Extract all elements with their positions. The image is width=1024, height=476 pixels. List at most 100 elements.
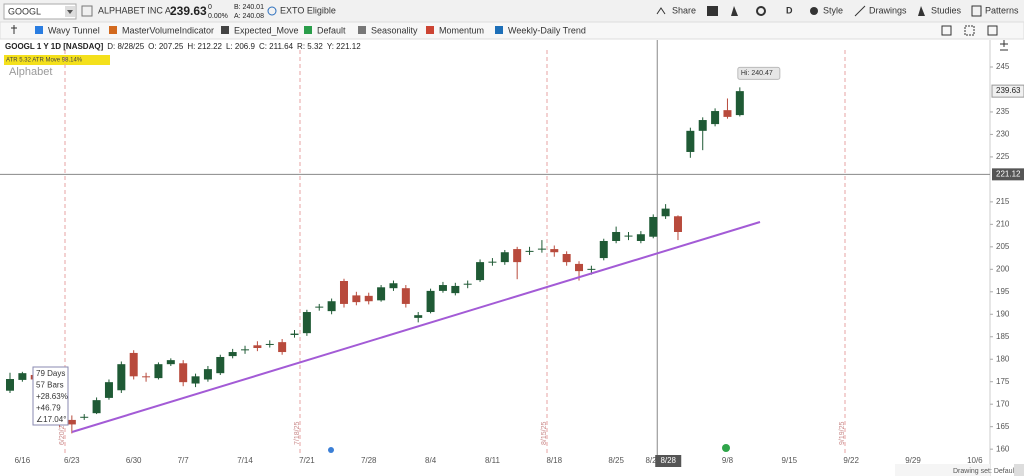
- study-button[interactable]: Momentum: [439, 25, 484, 35]
- measure-text: +46.79: [36, 404, 61, 413]
- link-icon[interactable]: [81, 5, 93, 17]
- candle-body: [599, 240, 608, 259]
- candle-body: [377, 287, 386, 301]
- candle-body: [80, 416, 89, 418]
- pin-icon[interactable]: [11, 25, 17, 34]
- company: ALPHABET INC A: [98, 5, 171, 15]
- last-price: 239.63: [170, 4, 207, 18]
- y-tick-label: 180: [996, 354, 1010, 363]
- y-tick-label: 175: [996, 377, 1010, 386]
- grid-button[interactable]: [964, 25, 975, 36]
- study-icon: [495, 26, 503, 34]
- y-tick-label: 190: [996, 309, 1010, 318]
- studies-bar: [0, 21, 1024, 40]
- candle-body: [414, 315, 423, 318]
- symbol[interactable]: GOOGL: [8, 6, 41, 16]
- crosshair-y-box: [992, 168, 1024, 181]
- x-tick-label: 10/6: [967, 456, 983, 465]
- style-button[interactable]: Style: [823, 5, 843, 15]
- candle-body: [723, 110, 732, 117]
- dropdown-arrow: [67, 10, 73, 14]
- candle-body: [228, 352, 237, 357]
- studies-icon: [918, 6, 925, 16]
- drawing-set: Drawing set: Defaul: [953, 468, 1015, 475]
- crosshair-x-box: [655, 455, 682, 467]
- candle-body: [426, 290, 435, 313]
- header-field: L: 206.9: [226, 42, 255, 51]
- study-button[interactable]: Expected_Move: [234, 25, 299, 35]
- x-tick-label: 7/28: [361, 456, 377, 465]
- layout-button[interactable]: [941, 25, 952, 36]
- symbol-input[interactable]: [3, 3, 77, 20]
- candle-body: [92, 400, 101, 414]
- candle-body: [587, 268, 596, 270]
- x-tick-label: 8/28: [645, 456, 661, 465]
- share-button[interactable]: Share: [672, 5, 696, 15]
- candle-body: [117, 364, 126, 391]
- candle-body: [327, 301, 336, 312]
- candle-body: [661, 208, 670, 217]
- x-tick-label: 7/7: [178, 456, 190, 465]
- dividend-icon[interactable]: [722, 444, 730, 452]
- change: 0: [208, 4, 212, 11]
- candle-body: [401, 288, 410, 304]
- study-icon: [358, 26, 366, 34]
- y-tick-label: 245: [996, 62, 1010, 71]
- last-price-label: 239.63: [996, 86, 1021, 95]
- y-tick-label: 200: [996, 264, 1010, 273]
- candle-body: [636, 234, 645, 241]
- style-icon: [810, 7, 818, 15]
- toolbar: [0, 0, 1024, 22]
- x-tick-label: 9/29: [905, 456, 921, 465]
- exto-icon: [267, 6, 277, 16]
- measure-text: +28.63%: [36, 392, 68, 401]
- period-button[interactable]: D: [786, 5, 793, 15]
- flask-button[interactable]: [731, 6, 738, 16]
- ask: A: 240.08: [234, 13, 264, 20]
- candle-body: [142, 376, 151, 378]
- measure-text: 79 Days: [36, 369, 65, 378]
- candle-body: [278, 342, 287, 353]
- y-tick-label: 170: [996, 399, 1010, 408]
- crosshair-x-label: 8/28: [660, 456, 676, 465]
- candle-body: [488, 261, 497, 263]
- hi-label-box: [737, 66, 781, 80]
- study-button[interactable]: Default: [317, 25, 346, 35]
- icon-button[interactable]: [707, 6, 718, 16]
- trend-line[interactable]: [71, 221, 761, 433]
- x-tick-label: 8/11: [485, 456, 501, 465]
- candle-body: [562, 254, 571, 263]
- candle-body: [166, 360, 175, 365]
- candle-body: [154, 364, 163, 379]
- study-button[interactable]: Wavy Tunnel: [48, 25, 100, 35]
- header-fields: D: 8/28/25 O: 207.25 H: 212.22 L: 206.9 C: 2…: [107, 42, 361, 51]
- study-button[interactable]: Weekly-Daily Trend: [508, 25, 586, 35]
- menu-button[interactable]: [987, 25, 998, 36]
- patterns-button[interactable]: Patterns: [985, 5, 1019, 15]
- measure-texts: 79 Days 57 Bars +28.63% +46.79 ∠17.04°: [36, 369, 68, 424]
- measure-text: 57 Bars: [36, 381, 64, 390]
- atr-tag-bg: [4, 55, 110, 65]
- y-tick-label: 215: [996, 197, 1010, 206]
- study-button[interactable]: MasterVolumeIndicator: [122, 25, 214, 35]
- y-tick-label: 185: [996, 332, 1010, 341]
- candle-body: [352, 295, 361, 303]
- settings-button[interactable]: [756, 6, 766, 16]
- last-price-box: [991, 84, 1024, 98]
- study-button[interactable]: Seasonality: [371, 25, 418, 35]
- drawings-button[interactable]: Drawings: [869, 5, 907, 15]
- plot-area: 6/16 6/23 6/30 7/7 7/14 7/21 7/28 8/4 8/11 8/18 8/…: [0, 40, 1024, 467]
- change-pct: 0.00%: [208, 13, 228, 20]
- expiration-label: 6/20/25: [59, 422, 66, 445]
- candle-body: [216, 356, 225, 374]
- axis-scale-icon[interactable]: [1000, 40, 1008, 51]
- candle-body: [253, 345, 262, 348]
- candle-body: [438, 285, 447, 291]
- bid: B: 240.01: [234, 4, 264, 11]
- earnings-icon[interactable]: [328, 447, 334, 453]
- candle-body: [451, 285, 460, 294]
- y-tick-label: 165: [996, 422, 1010, 431]
- studies-button[interactable]: Studies: [931, 5, 962, 15]
- drawings-icon: [854, 5, 866, 17]
